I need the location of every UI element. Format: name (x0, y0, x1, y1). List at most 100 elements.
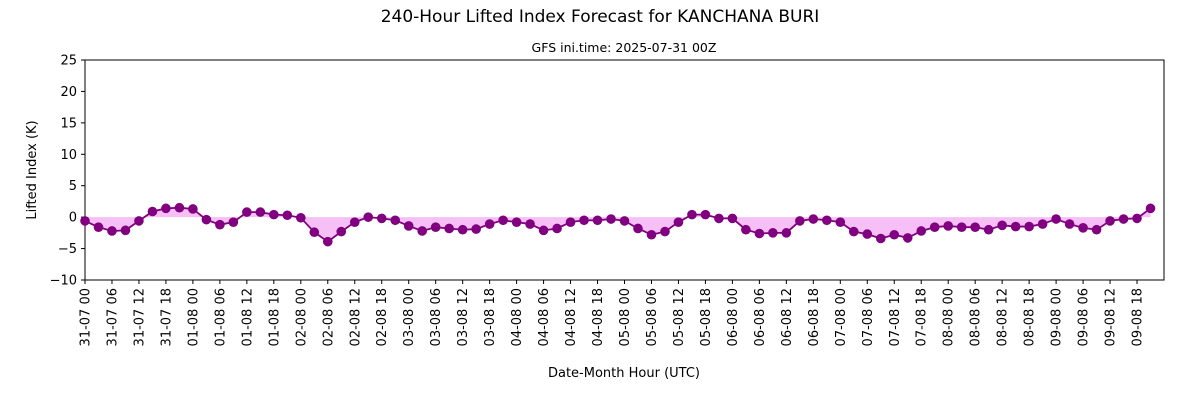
data-point (916, 226, 927, 236)
data-point (1118, 214, 1129, 224)
data-point (376, 213, 387, 224)
x-tick-label: 01-08 12 (240, 288, 255, 346)
data-point (430, 222, 441, 232)
data-point (147, 206, 158, 217)
y-tick-label: −5 (58, 242, 77, 257)
x-tick-label: 06-08 12 (780, 288, 795, 346)
data-point (1091, 224, 1102, 235)
axes-frame (84, 59, 1165, 281)
x-tick-label: 05-08 18 (699, 288, 714, 346)
data-point (768, 228, 778, 238)
data-point (322, 236, 333, 247)
x-tick-label: 02-08 00 (294, 288, 309, 346)
data-point (1064, 219, 1075, 229)
data-point (808, 214, 819, 224)
data-point (741, 224, 751, 235)
x-tick-label: 01-08 18 (267, 288, 282, 346)
x-tick-label: 09-08 18 (1131, 288, 1146, 346)
x-tick-label: 31-07 00 (79, 288, 94, 346)
y-tick-label: 25 (60, 54, 77, 69)
data-point (93, 222, 104, 232)
x-tick-label: 05-08 12 (672, 288, 687, 346)
x-tick-label: 02-08 12 (348, 288, 363, 346)
x-tick-label: 04-08 18 (591, 288, 606, 346)
y-tick-label: 0 (69, 211, 77, 226)
x-tick-label: 03-08 12 (456, 288, 471, 346)
data-point (417, 226, 427, 236)
data-point (1145, 203, 1156, 214)
data-point (161, 203, 171, 214)
data-point (349, 217, 360, 227)
data-point (511, 217, 522, 227)
data-point (997, 220, 1007, 231)
x-tick-label: 09-08 06 (1077, 288, 1092, 346)
data-point (754, 228, 765, 239)
data-point (215, 219, 225, 230)
data-point (282, 210, 293, 221)
x-tick-label: 06-08 18 (807, 288, 822, 346)
data-point (444, 223, 454, 234)
y-tick-label: 20 (60, 85, 77, 100)
data-point (269, 209, 279, 220)
data-point (929, 222, 940, 232)
data-point (714, 213, 724, 224)
data-point (687, 209, 697, 220)
x-tick-label: 09-08 12 (1104, 288, 1119, 346)
chart-title: 240-Hour Lifted Index Forecast for KANCH… (381, 7, 820, 27)
x-tick-label: 06-08 06 (753, 288, 768, 346)
data-point (822, 215, 832, 226)
chart-subtitle: GFS ini.time: 2025-07-31 00Z (532, 40, 717, 55)
x-tick-label: 07-08 00 (834, 288, 849, 346)
x-tick-label: 03-08 06 (429, 288, 444, 346)
x-tick-label: 07-08 06 (861, 288, 876, 346)
data-point (619, 216, 630, 226)
data-point (579, 215, 589, 226)
x-tick-label: 02-08 06 (321, 288, 336, 346)
data-point (660, 226, 670, 237)
data-point (1024, 221, 1034, 232)
x-tick-label: 01-08 00 (186, 288, 201, 346)
x-tick-label: 09-08 00 (1050, 288, 1065, 346)
data-point (403, 221, 414, 231)
data-point (848, 226, 859, 237)
area-fill (85, 207, 1151, 242)
x-tick-label: 06-08 00 (726, 288, 741, 346)
data-point (943, 221, 953, 231)
x-tick-label: 04-08 06 (537, 288, 552, 346)
data-point (1132, 213, 1142, 224)
data-point (633, 223, 643, 234)
data-point (727, 213, 738, 224)
data-point (862, 229, 873, 239)
x-tick-label: 31-07 06 (105, 288, 120, 346)
data-point (552, 223, 562, 234)
x-tick-label: 08-08 12 (996, 288, 1011, 346)
x-tick-label: 07-08 18 (915, 288, 930, 346)
data-point (1037, 219, 1048, 229)
data-point (795, 216, 805, 226)
data-point (889, 229, 900, 240)
data-point (80, 216, 90, 226)
x-tick-label: 03-08 18 (483, 288, 498, 346)
data-point (484, 219, 495, 229)
data-point (565, 217, 576, 227)
data-point (1078, 223, 1088, 233)
data-point (538, 225, 549, 236)
x-tick-label: 02-08 18 (375, 288, 390, 346)
data-point (902, 233, 913, 243)
data-point (983, 224, 994, 235)
x-tick-label: 03-08 00 (402, 288, 417, 346)
data-point (673, 217, 684, 227)
y-tick-label: 15 (60, 116, 77, 131)
data-point (646, 229, 657, 240)
data-point (970, 222, 980, 232)
data-point (174, 202, 185, 213)
data-point (592, 215, 603, 226)
data-point (781, 228, 792, 238)
x-tick-label: 31-07 12 (132, 288, 147, 346)
data-point (1051, 214, 1061, 224)
data-point (525, 219, 535, 229)
x-tick-label: 01-08 06 (213, 288, 228, 346)
y-axis-label: Lifted Index (K) (25, 120, 40, 219)
data-point (1105, 216, 1115, 226)
